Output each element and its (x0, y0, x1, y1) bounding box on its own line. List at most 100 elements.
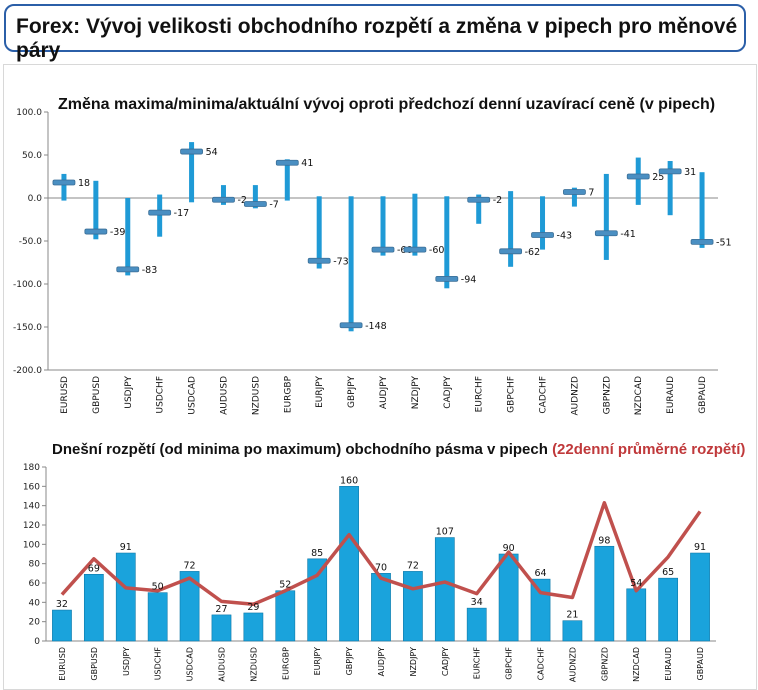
chart2-x-tick-label: EURJPY (313, 647, 322, 675)
chart2-bar (690, 552, 710, 642)
chart2-x-tick-label: AUDUSD (217, 647, 226, 682)
chart2-y-tick-label: 0 (34, 637, 40, 647)
chart1-range-bar (476, 194, 482, 224)
chart2-data-label: 107 (436, 527, 454, 538)
chart1-current-marker (148, 209, 172, 216)
chart1-current-marker (307, 257, 331, 264)
chart2-y-tick-label: 140 (23, 502, 40, 512)
chart1-range-bar (444, 196, 450, 289)
chart1-y-tick-label: -200.0 (13, 366, 42, 376)
chart2-data-label: 52 (279, 580, 291, 591)
chart2-y-tick-label: 80 (29, 560, 41, 570)
chart1-data-label: 41 (301, 158, 313, 169)
chart1-current-marker (531, 232, 554, 238)
chart2-title-wrap: Dnešní rozpětí (od minima po maximum) ob… (52, 441, 745, 458)
chart1-data-label: -41 (620, 229, 636, 240)
chart2-x-tick-label: AUDNZD (568, 647, 577, 682)
chart2-y-tick-label: 60 (29, 579, 41, 589)
chart2-x-tick-label: GBPNZD (600, 647, 609, 681)
chart2-data-label: 21 (566, 610, 578, 621)
chart2-bar (307, 558, 328, 642)
chart2-x-tick-label: NZDCAD (632, 647, 641, 682)
chart1-current-marker (435, 275, 459, 282)
chart2-x-tick-label: EURGBP (281, 647, 290, 680)
chart1-data-label: -62 (525, 247, 541, 258)
chart1-range-bar (189, 142, 195, 203)
chart2-bar (371, 573, 391, 642)
chart1-current-marker (212, 196, 235, 203)
chart1-current-marker (84, 228, 108, 235)
chart1-y-tick-label: 0.0 (28, 194, 43, 204)
chart2-y-tick-label: 120 (23, 521, 40, 531)
chart2-bar (243, 612, 264, 642)
chart2-bar (211, 614, 232, 642)
chart2-bar (52, 609, 72, 642)
chart1-x-tick-label: USDCHF (156, 376, 166, 413)
chart1-current-marker (626, 173, 650, 180)
chart1-data-label: -17 (174, 208, 190, 219)
chart2-bar (498, 553, 519, 642)
chart1-range-bar (61, 173, 67, 201)
chart1-x-tick-label: GBPUSD (92, 376, 102, 414)
chart1-y-tick-label: -50.0 (19, 237, 43, 247)
chart1-range-bar (603, 173, 609, 260)
chart1-current-marker (275, 159, 299, 166)
chart1-data-label: 7 (588, 187, 594, 198)
chart2-bar (83, 573, 104, 642)
chart2-data-label: 98 (598, 535, 610, 546)
chart1-current-marker (116, 266, 140, 273)
chart1-x-tick-label: NZDCAD (634, 376, 644, 415)
chart1-data-label: 54 (206, 147, 218, 158)
chart1-current-marker (499, 248, 523, 255)
chart1-data-label: 25 (652, 172, 664, 183)
chart1-range-bar (348, 196, 354, 332)
chart2-data-label: 91 (694, 542, 706, 553)
chart1-y-tick-label: 50.0 (22, 151, 42, 161)
page-title: Forex: Vývoj velikosti obchodního rozpět… (16, 15, 738, 62)
chart1-range-bar (540, 196, 546, 250)
chart2-x-tick-label: NZDUSD (249, 647, 258, 682)
chart2-x-tick-label: USDJPY (122, 647, 131, 676)
chart1-range-bar (412, 193, 418, 256)
chart2-data-label: 64 (534, 568, 546, 579)
chart1-data-label: -2 (493, 195, 502, 206)
chart2-bar (179, 571, 200, 642)
chart2-x-tick-label: EURAUD (664, 647, 673, 681)
chart1-x-tick-label: CADCHF (539, 376, 549, 414)
chart2-bar (115, 552, 136, 642)
chart1-x-tick-label: GBPCHF (507, 376, 517, 413)
chart2-data-label: 91 (120, 542, 132, 553)
chart2-x-tick-label: EURUSD (58, 647, 67, 681)
chart1-range-bar (508, 191, 514, 267)
chart2-data-label: 29 (247, 602, 259, 613)
chart1-current-marker (467, 196, 491, 203)
chart2-bar (403, 571, 423, 642)
chart2-data-label: 50 (152, 582, 164, 593)
chart1-range-bar (571, 187, 577, 207)
chart2-x-tick-label: EURCHF (473, 647, 482, 680)
chart1-data-label: -7 (269, 200, 278, 211)
chart2-x-tick-label: USDCAD (186, 647, 195, 681)
chart2-x-tick-label: CADJPY (441, 647, 450, 676)
chart2-bar (626, 588, 647, 642)
chart1-range-bar (157, 194, 163, 237)
chart2-bar (434, 537, 455, 642)
chart1-x-tick-label: GBPNZD (602, 376, 612, 414)
chart1-range-bar (93, 180, 99, 240)
chart2-data-label: 34 (471, 597, 483, 608)
chart1-data-label: -51 (716, 237, 732, 248)
chart1-data-label: -148 (365, 321, 387, 332)
chart1-x-tick-label: EURUSD (60, 376, 70, 414)
chart1-data-label: -83 (142, 265, 158, 276)
chart2-bar (339, 486, 359, 642)
chart1-range-bar (380, 196, 386, 256)
chart2-x-tick-label: GBPJPY (345, 647, 354, 676)
chart1-current-marker (371, 246, 395, 253)
chart2-x-tick-label: GBPAUD (696, 647, 705, 681)
chart1-x-tick-label: AUDUSD (219, 376, 229, 415)
chart1-x-tick-label: AUDJPY (379, 376, 389, 410)
chart1-data-label: -2 (237, 195, 246, 206)
chart2-data-label: 32 (56, 599, 68, 610)
chart2-y-tick-label: 100 (23, 540, 40, 550)
